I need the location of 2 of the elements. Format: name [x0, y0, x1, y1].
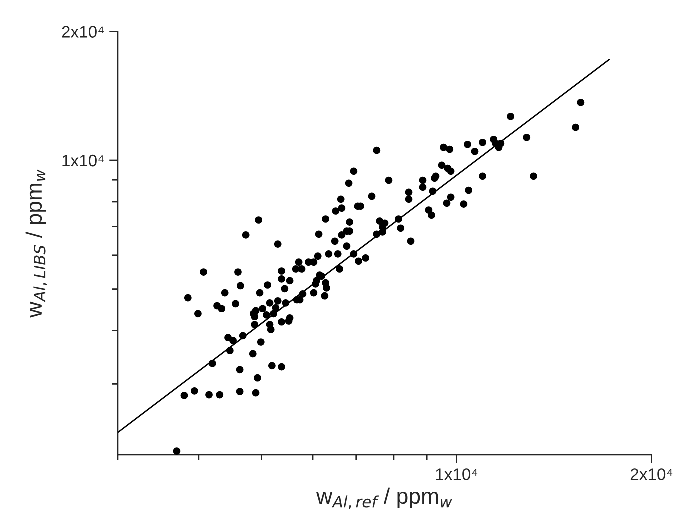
x-axis-title: w$_{Al,ref}$ / ppm$_{w}$: [316, 488, 452, 510]
y-axis-title: w$_{Al,LIBS}$ / ppm$_{w}$: [26, 170, 48, 318]
